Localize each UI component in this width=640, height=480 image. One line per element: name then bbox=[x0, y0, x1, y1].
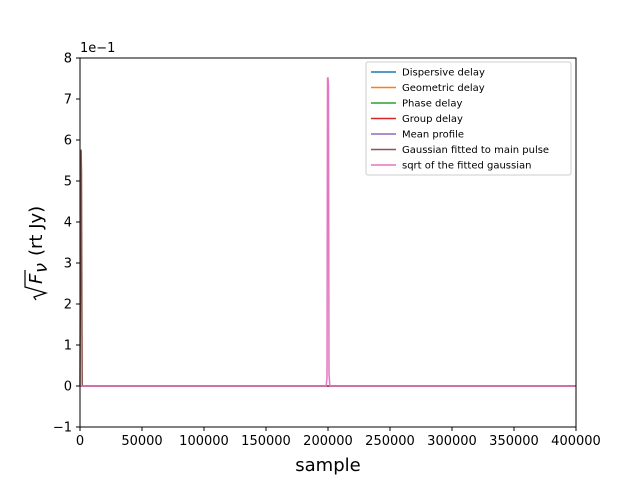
legend-label: sqrt of the fitted gaussian bbox=[402, 161, 531, 172]
y-tick-label: 1 bbox=[64, 339, 72, 354]
y-tick-label: 6 bbox=[64, 134, 72, 149]
legend-items: Dispersive delay Geometric delay Phase del… bbox=[371, 68, 549, 172]
x-tick-label: 100000 bbox=[179, 434, 229, 449]
legend-label: Geometric delay bbox=[402, 83, 485, 94]
legend-label: Gaussian fitted to main pulse bbox=[402, 145, 549, 156]
x-tick-label: 50000 bbox=[121, 434, 162, 449]
x-tick-label: 400000 bbox=[551, 434, 601, 449]
y-tick-label: 0 bbox=[64, 380, 72, 395]
y-tick-label: −1 bbox=[53, 421, 72, 436]
x-tick-label: 250000 bbox=[365, 434, 415, 449]
legend-label: Dispersive delay bbox=[402, 68, 485, 79]
y-axis-label: F ν (rt Jy) bbox=[24, 206, 52, 301]
y-tick-label: 3 bbox=[64, 257, 72, 272]
series-line-7 bbox=[80, 76, 576, 387]
legend-label: Group delay bbox=[402, 114, 463, 125]
legend-box bbox=[365, 61, 572, 176]
sqrt-radical-icon bbox=[24, 270, 49, 301]
y-tick-label: 7 bbox=[64, 93, 72, 108]
x-axis-ticks: 0 50000 100000 150000 200000 250000 300000 3500… bbox=[76, 427, 601, 449]
series-layer bbox=[79, 76, 576, 387]
legend-label: Phase delay bbox=[402, 99, 462, 110]
y-label-subscript: ν bbox=[31, 263, 52, 273]
x-tick-label: 350000 bbox=[489, 434, 539, 449]
offset-text: 1e−1 bbox=[80, 41, 115, 56]
y-axis-ticks: −1 0 1 2 3 4 5 6 7 8 bbox=[53, 52, 80, 436]
x-tick-label: 300000 bbox=[427, 434, 477, 449]
y-label-main: F bbox=[26, 273, 47, 284]
x-axis-label: sample bbox=[295, 455, 360, 476]
y-tick-label: 2 bbox=[64, 298, 72, 313]
x-tick-label: 0 bbox=[76, 434, 84, 449]
y-tick-label: 4 bbox=[64, 216, 72, 231]
legend: Dispersive delay Geometric delay Phase del… bbox=[365, 61, 572, 176]
x-tick-label: 200000 bbox=[303, 434, 353, 449]
x-tick-label: 150000 bbox=[241, 434, 291, 449]
legend-label: Mean profile bbox=[402, 130, 464, 141]
y-label-units: (rt Jy) bbox=[26, 206, 47, 256]
y-tick-label: 8 bbox=[64, 52, 72, 67]
y-tick-label: 5 bbox=[64, 175, 72, 190]
